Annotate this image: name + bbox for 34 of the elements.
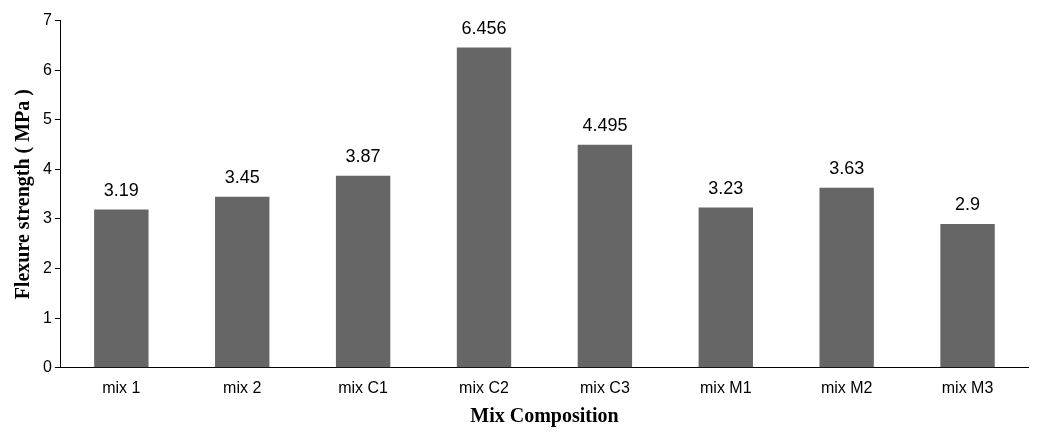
bar bbox=[577, 144, 633, 368]
data-label: 4.495 bbox=[582, 114, 628, 135]
data-label: 3.19 bbox=[103, 179, 139, 200]
y-tick-label: 6 bbox=[42, 60, 52, 78]
bar bbox=[215, 196, 270, 368]
bar bbox=[94, 209, 149, 368]
bar bbox=[698, 207, 753, 368]
data-label: 3.63 bbox=[829, 157, 865, 178]
y-tick-label: 0 bbox=[42, 358, 52, 376]
y-axis-title: Flexure strength ( MPa ) bbox=[11, 89, 35, 300]
bar bbox=[819, 187, 874, 368]
data-label: 3.87 bbox=[345, 145, 381, 166]
x-tick-label: mix C1 bbox=[338, 378, 389, 396]
bar bbox=[940, 223, 995, 368]
x-tick-label: mix 2 bbox=[223, 378, 262, 396]
x-tick-label: mix C3 bbox=[580, 378, 630, 396]
bar bbox=[335, 175, 391, 368]
x-tick-label: mix M2 bbox=[820, 378, 873, 396]
y-tick-label: 4 bbox=[42, 159, 52, 177]
x-tick-label: mix 1 bbox=[102, 378, 141, 396]
x-tick-label: mix M3 bbox=[941, 378, 994, 396]
x-axis-title: Mix Composition bbox=[470, 404, 619, 428]
y-tick-label: 5 bbox=[42, 110, 52, 128]
data-label: 3.23 bbox=[708, 177, 744, 198]
data-label: 2.9 bbox=[955, 193, 981, 214]
x-tick-label: mix M1 bbox=[700, 378, 752, 396]
y-tick-label: 2 bbox=[42, 259, 52, 277]
data-label: 6.456 bbox=[461, 17, 507, 38]
x-tick-label: mix C2 bbox=[459, 378, 509, 396]
bar bbox=[456, 47, 512, 368]
y-tick-label: 3 bbox=[42, 209, 52, 227]
y-tick-label: 7 bbox=[42, 11, 52, 29]
y-tick-label: 1 bbox=[42, 308, 52, 326]
data-label: 3.45 bbox=[224, 166, 260, 187]
